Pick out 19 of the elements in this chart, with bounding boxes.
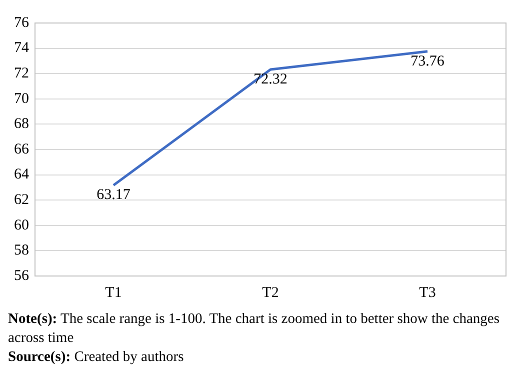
y-tick-label: 64 <box>14 166 30 183</box>
x-tick-label: T1 <box>105 284 122 301</box>
data-label: 72.32 <box>254 71 288 88</box>
data-label: 63.17 <box>96 187 131 204</box>
y-tick-label: 62 <box>14 192 29 208</box>
y-tick-label: 66 <box>14 141 30 158</box>
y-tick-label: 56 <box>14 268 30 284</box>
source-note: Source(s): Created by authors <box>8 349 184 365</box>
x-tick-label: T3 <box>419 284 436 301</box>
y-tick-label: 68 <box>14 116 29 132</box>
y-tick-label: 72 <box>14 66 29 82</box>
text: Note(s): The scale range is 1-100. The chart is zoomed in to better show the changes across time <box>8 311 500 346</box>
x-tick-label: T2 <box>262 284 279 301</box>
y-tick-label: 76 <box>14 14 30 31</box>
y-tick-label: 74 <box>14 40 30 56</box>
y-tick-label: 70 <box>14 90 29 107</box>
y-tick-label: 60 <box>14 217 29 234</box>
data-label: 73.76 <box>410 53 445 70</box>
y-tick-label: 58 <box>14 242 29 259</box>
